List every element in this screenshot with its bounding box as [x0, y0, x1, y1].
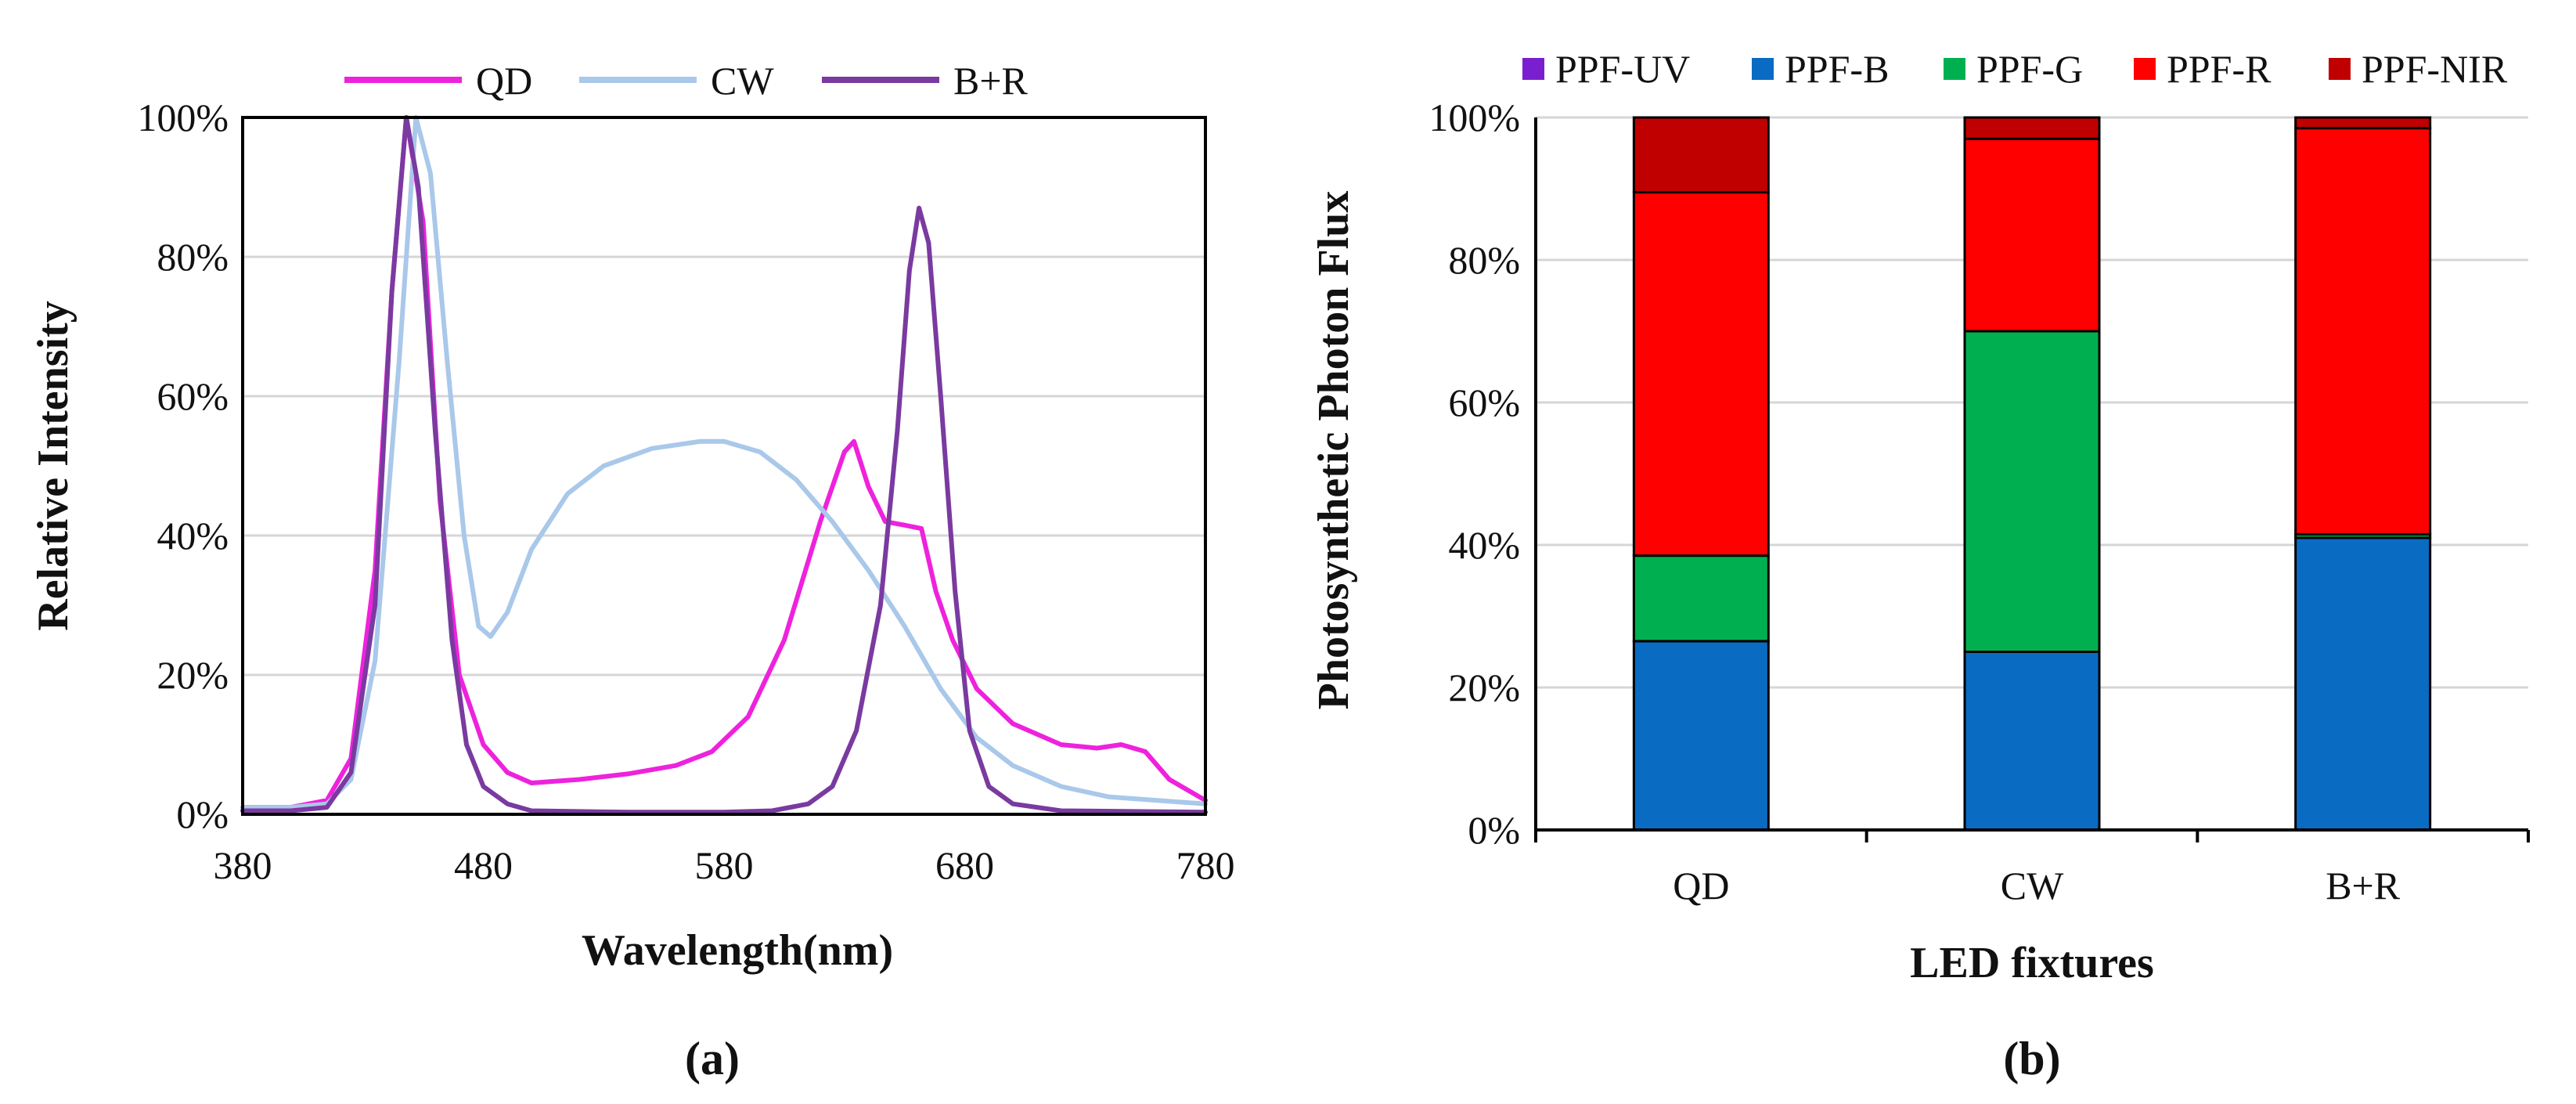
spectrum-y-tick-label: 60%	[157, 374, 229, 418]
series-line-cw	[240, 115, 1208, 810]
legend-swatch-ppf-r	[2134, 58, 2156, 80]
bar-segment-qd-ppf-r	[1632, 191, 1770, 557]
category-label-b-r: B+R	[2326, 864, 2401, 907]
ppf-x-tick-marks	[1534, 830, 2530, 842]
spectrum-legend: QD CW B+R	[344, 59, 1029, 103]
spectrum-x-tick-label: 480	[454, 843, 513, 887]
ppf-y-tick-label: 60%	[1448, 381, 1520, 424]
ppf-bars	[1632, 116, 2432, 832]
ppf-category-labels: QD CW B+R	[1673, 864, 2401, 907]
ppf-stacked-bar-chart: 0%20%40%60%80%100% QD CW B+R PPF-UV PPF-B PP…	[1310, 47, 2530, 1084]
spectrum-line-chart: 0% 20% 40% 60% 80% 100% 380 480 580 680 780 QD CW B…	[29, 59, 1235, 1084]
spectrum-x-tick-labels: 380 480 580 680 780	[214, 843, 1235, 887]
legend-label-ppf-uv: PPF-UV	[1555, 47, 1690, 91]
bar-segment-b-r-ppf-r	[2294, 127, 2432, 536]
legend-swatch-ppf-g	[1944, 58, 1965, 80]
spectrum-y-tick-label: 20%	[157, 653, 229, 697]
ppf-legend: PPF-UV PPF-B PPF-G PPF-R PPF-NIR	[1522, 47, 2508, 91]
bar-segment-qd-ppf-nir	[1632, 116, 1770, 194]
bar-segment-qd-ppf-b	[1632, 640, 1770, 832]
spectrum-y-tick-label: 40%	[157, 514, 229, 557]
series-line-b-r	[240, 115, 1208, 815]
spectrum-x-tick-label: 680	[935, 843, 994, 887]
ppf-y-tick-labels: 0% 20% 40% 60% 80% 100%	[1429, 96, 1520, 852]
legend-label-qd: QD	[476, 59, 532, 103]
bar-segment-cw-ppf-nir	[1963, 116, 2101, 140]
spectrum-y-tick-labels: 0% 20% 40% 60% 80% 100%	[137, 96, 229, 836]
bar-segment-b-r-ppf-nir	[2294, 116, 2432, 130]
ppf-y-tick-label: 80%	[1448, 238, 1520, 282]
spectrum-x-tick-label: 580	[695, 843, 754, 887]
spectrum-plot-frame	[241, 116, 1207, 816]
bar-segment-b-r-ppf-b	[2294, 536, 2432, 832]
bar-segment-cw-ppf-g	[1963, 330, 2101, 653]
legend-label-ppf-g: PPF-G	[1976, 47, 2083, 91]
spectrum-x-tick-label: 780	[1176, 843, 1235, 887]
spectrum-y-axis-label: Relative Intensity	[29, 301, 77, 631]
ppf-y-tick-label: 0%	[1468, 808, 1520, 852]
legend-label-ppf-b: PPF-B	[1785, 47, 1889, 91]
spectrum-y-tick-label: 0%	[176, 792, 229, 836]
legend-label-cw: CW	[711, 59, 774, 103]
ppf-y-axis-label: Photosynthetic Photon Flux	[1310, 191, 1358, 710]
legend-swatch-ppf-nir	[2329, 58, 2351, 80]
bar-segment-cw-ppf-r	[1963, 137, 2101, 333]
ppf-y-tick-label: 20%	[1448, 666, 1520, 709]
legend-label-b-r: B+R	[953, 59, 1029, 103]
spectrum-series	[240, 115, 1208, 815]
legend-label-ppf-r: PPF-R	[2167, 47, 2272, 91]
spectrum-y-tick-label: 80%	[157, 235, 229, 279]
ppf-y-tick-label: 100%	[1429, 96, 1520, 139]
caption-b: (b)	[2003, 1033, 2060, 1084]
spectrum-y-tick-label: 100%	[137, 96, 229, 139]
caption-a: (a)	[685, 1033, 740, 1084]
ppf-x-axis-label: LED fixtures	[1910, 939, 2154, 987]
legend-swatch-ppf-b	[1752, 58, 1774, 80]
ppf-y-tick-label: 40%	[1448, 523, 1520, 567]
category-label-qd: QD	[1673, 864, 1729, 907]
spectrum-grid	[243, 255, 1205, 676]
spectrum-x-axis-label: Wavelength(nm)	[582, 926, 893, 975]
category-label-cw: CW	[2001, 864, 2064, 907]
legend-swatch-ppf-uv	[1522, 58, 1544, 80]
bar-segment-qd-ppf-g	[1632, 554, 1770, 643]
bar-segment-cw-ppf-b	[1963, 651, 2101, 832]
spectrum-x-tick-label: 380	[214, 843, 272, 887]
legend-label-ppf-nir: PPF-NIR	[2362, 47, 2508, 91]
